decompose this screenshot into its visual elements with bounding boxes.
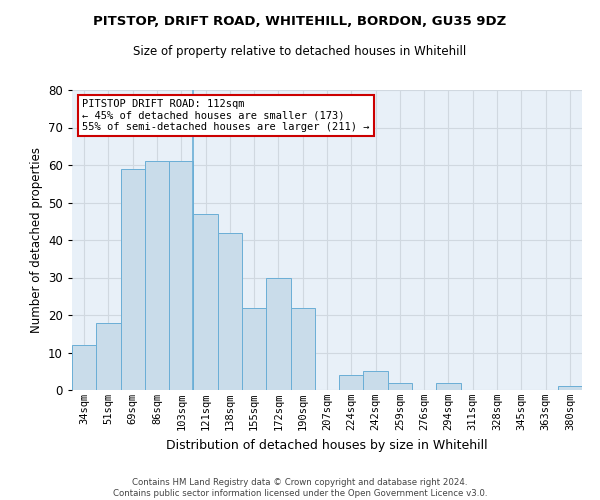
Bar	[388, 382, 412, 390]
Y-axis label: Number of detached properties: Number of detached properties	[29, 147, 43, 333]
Bar	[96, 322, 121, 390]
Bar	[72, 345, 96, 390]
Bar	[339, 375, 364, 390]
Bar	[218, 232, 242, 390]
Bar	[145, 161, 169, 390]
Bar	[193, 214, 218, 390]
Bar	[558, 386, 582, 390]
Text: Contains HM Land Registry data © Crown copyright and database right 2024.
Contai: Contains HM Land Registry data © Crown c…	[113, 478, 487, 498]
Bar	[266, 278, 290, 390]
Text: Size of property relative to detached houses in Whitehill: Size of property relative to detached ho…	[133, 45, 467, 58]
Bar	[121, 169, 145, 390]
Bar	[169, 161, 193, 390]
X-axis label: Distribution of detached houses by size in Whitehill: Distribution of detached houses by size …	[166, 438, 488, 452]
Text: PITSTOP, DRIFT ROAD, WHITEHILL, BORDON, GU35 9DZ: PITSTOP, DRIFT ROAD, WHITEHILL, BORDON, …	[94, 15, 506, 28]
Bar	[364, 371, 388, 390]
Text: PITSTOP DRIFT ROAD: 112sqm
← 45% of detached houses are smaller (173)
55% of sem: PITSTOP DRIFT ROAD: 112sqm ← 45% of deta…	[82, 99, 370, 132]
Bar	[436, 382, 461, 390]
Bar	[242, 308, 266, 390]
Bar	[290, 308, 315, 390]
